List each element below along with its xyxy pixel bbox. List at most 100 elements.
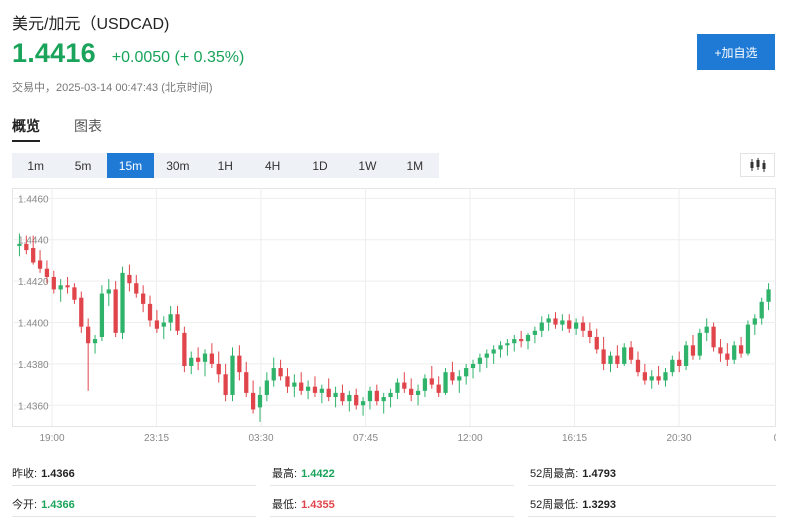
divider: [270, 485, 514, 486]
candle-body: [141, 293, 146, 304]
candle-body: [161, 322, 166, 327]
candle-body: [498, 345, 503, 350]
stat-open: 今开: 1.4366: [12, 496, 75, 512]
candle-body: [450, 372, 455, 381]
candle-body: [443, 372, 448, 393]
candle-body: [24, 243, 29, 251]
candle-body: [477, 357, 483, 364]
y-tick-label: 1.4380: [18, 360, 49, 371]
stat-value: 1.4366: [41, 499, 75, 511]
candle-body: [745, 324, 751, 354]
candle-body: [65, 285, 70, 288]
period-1h[interactable]: 1H: [217, 158, 233, 173]
candle-body: [422, 378, 428, 391]
candle-body: [51, 276, 56, 290]
stat-high: 最高: 1.4422: [272, 465, 335, 481]
candle-body: [766, 289, 771, 302]
candle-body: [354, 394, 359, 406]
stat-value: 1.3293: [582, 499, 616, 511]
candle-body: [635, 359, 641, 373]
period-selector: 1m 5m 15m 30m 1H 4H 1D 1W 1M: [12, 153, 439, 178]
candle-body: [642, 372, 647, 381]
stat-low: 最低: 1.4355: [272, 496, 335, 512]
candle-body: [299, 382, 304, 391]
candle-body: [484, 353, 489, 358]
candle-body: [278, 368, 283, 377]
stat-52w-high: 52周最高: 1.4793: [530, 465, 616, 481]
candle-body: [31, 248, 36, 263]
period-15m[interactable]: 15m: [106, 153, 155, 178]
candle-body: [470, 363, 476, 369]
stat-value: 1.4793: [582, 468, 616, 480]
tab-overview[interactable]: 概览: [12, 116, 40, 142]
divider: [270, 516, 514, 517]
period-4h[interactable]: 4H: [264, 158, 281, 173]
chart-svg: 1.44601.44401.44201.44001.43801.436019:0…: [12, 188, 776, 444]
candle-body: [305, 386, 311, 391]
candle-body: [92, 339, 98, 344]
stat-label: 52周最高:: [530, 468, 579, 480]
candle-body: [594, 337, 599, 350]
divider: [528, 485, 776, 486]
x-tick-label: 07:45: [353, 433, 378, 444]
candle-body: [628, 347, 634, 360]
candle-body: [209, 353, 215, 364]
candle-body: [216, 363, 221, 375]
x-tick-label: 16:15: [562, 433, 587, 444]
candle-body: [244, 372, 249, 393]
candle-body: [677, 359, 682, 366]
candle-body: [608, 355, 613, 364]
candle-body: [670, 359, 675, 373]
stat-label: 最低:: [272, 499, 298, 511]
chart-type-button[interactable]: [740, 153, 775, 177]
candle-body: [374, 390, 379, 402]
stat-label: 最高:: [272, 468, 298, 480]
candle-body: [567, 320, 572, 329]
tab-chart[interactable]: 图表: [74, 118, 102, 134]
stat-label: 昨收:: [12, 468, 38, 480]
period-1mo[interactable]: 1M: [406, 158, 424, 173]
candle-body: [347, 394, 352, 402]
stat-value: 1.4422: [301, 468, 335, 480]
chart-frame: [12, 188, 776, 427]
candle-body: [573, 322, 579, 329]
candle-body: [436, 384, 441, 393]
candle-body: [292, 382, 297, 387]
candle-body: [257, 394, 263, 408]
candle-body: [622, 347, 627, 364]
candle-body: [429, 378, 434, 385]
candle-body: [113, 289, 118, 333]
stat-value: 1.4355: [301, 499, 335, 511]
price-row: 1.4416 +0.0050 (+ 0.35%): [12, 38, 244, 69]
candle-body: [58, 285, 63, 290]
add-watchlist-button[interactable]: +加自选: [697, 34, 775, 70]
candle-body: [120, 272, 125, 333]
candle-body: [525, 334, 531, 342]
candle-body: [546, 318, 551, 323]
x-tick-label: 12:00: [457, 433, 482, 444]
period-1m[interactable]: 1m: [27, 158, 45, 173]
candle-body: [415, 390, 421, 395]
period-1w[interactable]: 1W: [358, 158, 377, 173]
candle-body: [72, 287, 77, 300]
candle-body: [285, 376, 290, 387]
candle-body: [340, 392, 345, 402]
candle-body: [759, 301, 764, 319]
stat-value: 1.4366: [41, 468, 75, 480]
view-tabs: 概览 图表: [12, 116, 136, 142]
divider: [12, 516, 256, 517]
candle-body: [663, 372, 668, 381]
period-1d[interactable]: 1D: [312, 158, 328, 173]
candle-body: [44, 268, 50, 277]
period-30m[interactable]: 30m: [166, 158, 190, 173]
candle-body: [409, 388, 414, 395]
candle-body: [223, 374, 228, 395]
candle-body: [154, 320, 160, 329]
candlestick-chart[interactable]: 1.4460 1.4440 1.4420 1.4400 1.4380 1.4360 19:0…: [12, 188, 776, 450]
x-tick-label: 20:30: [666, 433, 691, 444]
trading-status-timestamp: 交易中，2025-03-14 00:47:43 (北京时间): [12, 82, 213, 94]
period-5m[interactable]: 5m: [74, 158, 92, 173]
candle-body: [86, 326, 91, 344]
page-title: 美元/加元（USDCAD): [12, 16, 170, 33]
candle-body: [312, 386, 318, 393]
